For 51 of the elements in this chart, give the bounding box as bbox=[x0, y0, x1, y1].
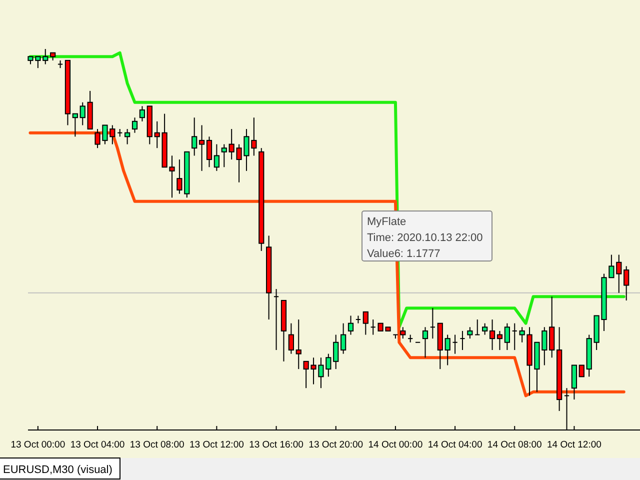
candlestick bbox=[489, 319, 496, 350]
x-tick-label: 14 Oct 12:00 bbox=[547, 439, 602, 450]
candlestick bbox=[496, 330, 503, 350]
candlestick bbox=[578, 364, 584, 378]
candlestick bbox=[355, 315, 362, 324]
x-tick-label: 14 Oct 04:00 bbox=[428, 439, 482, 450]
annotation: MyFlate bbox=[367, 216, 406, 228]
candlestick bbox=[273, 288, 280, 350]
candlestick bbox=[124, 128, 130, 145]
candlestick bbox=[512, 322, 518, 350]
x-tick-label: 13 Oct 00:00 bbox=[10, 439, 66, 450]
candlestick bbox=[422, 326, 428, 358]
candlestick bbox=[348, 315, 354, 336]
candlestick bbox=[444, 334, 450, 366]
x-tick-label: 13 Oct 04:00 bbox=[70, 439, 125, 450]
candlestick bbox=[72, 113, 78, 138]
text: EURUSD,M30 (visual) bbox=[3, 464, 112, 476]
candlestick bbox=[460, 330, 466, 350]
x-tick-label: 14 Oct 08:00 bbox=[487, 439, 542, 450]
candlestick bbox=[288, 322, 294, 354]
x-tick-label: 14 Oct 00:00 bbox=[368, 439, 423, 450]
candlestick bbox=[80, 102, 86, 126]
candlestick bbox=[192, 117, 198, 156]
candlestick bbox=[214, 144, 220, 172]
candlestick bbox=[198, 124, 205, 172]
candlestick bbox=[400, 326, 406, 340]
candlestick bbox=[333, 334, 339, 370]
candlestick bbox=[296, 319, 302, 370]
x-tick-label: 13 Oct 16:00 bbox=[249, 439, 304, 450]
candlestick bbox=[452, 334, 458, 354]
candlestick bbox=[132, 117, 138, 134]
candlestick bbox=[221, 144, 227, 168]
candlestick bbox=[370, 319, 376, 336]
annotation: Value6: 1.1777 bbox=[367, 248, 440, 260]
candlestick bbox=[624, 266, 630, 301]
x-tick-label: 13 Oct 20:00 bbox=[308, 439, 364, 450]
candlestick bbox=[474, 319, 480, 336]
candlestick bbox=[206, 136, 212, 168]
candlestick bbox=[362, 311, 368, 336]
candlestick bbox=[549, 296, 555, 358]
candlestick bbox=[571, 364, 578, 400]
candlestick bbox=[139, 106, 146, 122]
candlestick bbox=[504, 322, 510, 350]
x-tick-label: 13 Oct 12:00 bbox=[189, 439, 244, 450]
candlestick bbox=[340, 322, 346, 354]
candlestick bbox=[482, 322, 488, 336]
candlestick bbox=[467, 326, 473, 340]
x-tick-label: 13 Oct 08:00 bbox=[130, 439, 184, 450]
annotation: Time: 2020.10.13 22:00 bbox=[367, 232, 483, 244]
candlestick bbox=[42, 48, 48, 65]
candlestick bbox=[430, 308, 436, 340]
